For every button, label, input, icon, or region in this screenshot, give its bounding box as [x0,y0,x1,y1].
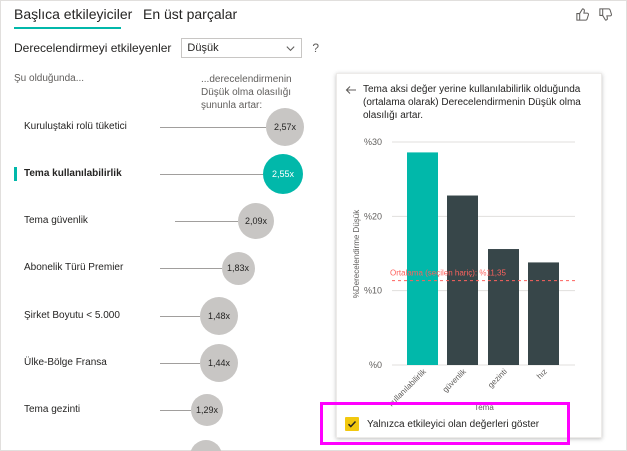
influencer-connector [160,316,200,317]
bar [447,195,478,365]
bar [528,262,559,365]
x-axis-label: Tema [474,403,494,412]
rating-dropdown-value: Düşük [187,42,219,54]
influencer-connector [175,221,238,222]
influencer-label: Abonelik Türü Premier [24,262,124,273]
y-tick-label: %0 [369,360,382,370]
influencer-bubble[interactable]: 2,55x [263,154,303,194]
reference-line-label: Ortalama (seçilen hariç): %11,35 [390,269,506,278]
influencer-only-label: Yalnızca etkileyici olan değerleri göste… [367,418,540,430]
influencer-connector [160,410,191,411]
thumbs-down-icon[interactable] [598,7,613,22]
influencer-bubble[interactable]: 2,57x [266,108,304,146]
influencer-connector [160,268,222,269]
influencer-connector [160,174,263,175]
y-axis-label: %Derecelendirme Düşük [352,209,361,298]
influencer-label: Ülke-Bölge Fransa [24,357,107,368]
x-tick-label: kullanılabilirlik [387,366,429,408]
influencer-label: Tema güvenlik [24,215,88,226]
bar [488,249,519,365]
influencer-label: Tema kullanılabilirlik [24,168,122,179]
chevron-down-icon [286,45,295,51]
influencer-row[interactable]: Tema kullanılabilirlik 2,55x [0,154,330,195]
influencer-row[interactable]: Tema gezinti 1,29x [0,391,330,431]
influencer-row[interactable]: Kuruluştaki rolü tüketici 2,57x [0,108,330,148]
feedback-icons [575,7,613,22]
column-header-likelihood: ...derecelendirmenin Düşük olma olasılığ… [201,74,292,111]
influencer-bubble[interactable]: 1,29x [191,394,223,426]
influencer-label: Şirket Boyutu < 5.000 [24,310,120,321]
x-tick-label: güvenlik [441,366,469,394]
y-tick-label: %30 [364,137,382,147]
y-tick-label: %10 [364,286,382,296]
filter-row: Derecelendirmeyi etkileyenler Düşük ? [14,38,319,58]
influencer-bubble[interactable]: 1,44x [200,344,238,382]
influencer-label: Kuruluştaki rolü tüketici [24,121,127,132]
bar [407,152,438,365]
influencer-label: Tema gezinti [24,404,81,415]
tab-key-influencers[interactable]: Başlıca etkileyiciler [14,6,133,22]
rating-dropdown[interactable]: Düşük [181,38,303,58]
influencer-bubble[interactable]: 2,09x [238,203,274,239]
active-tab-indicator [14,27,121,29]
back-arrow-icon[interactable] [345,84,357,96]
checkmark-icon [347,420,357,428]
influencer-row[interactable]: Şirket Boyutu < 5.000 1,48x [0,297,330,337]
help-icon[interactable]: ? [312,41,320,55]
influencer-row[interactable]: Abonelik Türü Premier 1,83x [0,249,330,289]
thumbs-up-icon[interactable] [575,7,590,22]
selected-indicator [14,167,17,181]
influencer-bubble[interactable]: 1,48x [200,297,238,335]
x-tick-label: gezinti [486,367,509,390]
influencer-bubble[interactable]: 1,83x [221,251,255,285]
tab-top-segments[interactable]: En üst parçalar [143,6,238,22]
panel-title: Tema aksi değer yerine kullanılabilirlik… [363,84,581,121]
filter-label: Derecelendirmeyi etkileyenler [14,41,172,55]
influencer-bubble-partial [190,440,222,451]
influencer-only-checkbox[interactable] [345,417,359,431]
influencer-row[interactable]: Tema güvenlik 2,09x [0,202,330,242]
column-header-condition: Şu olduğunda... [14,73,85,84]
influencer-connector [160,363,200,364]
influencer-row[interactable]: Ülke-Bölge Fransa 1,44x [0,344,330,384]
x-tick-label: hız [535,367,549,381]
influencer-connector [160,127,266,128]
influencer-only-checkbox-row[interactable]: Yalnızca etkileyici olan değerleri göste… [345,417,539,431]
y-tick-label: %20 [364,211,382,221]
